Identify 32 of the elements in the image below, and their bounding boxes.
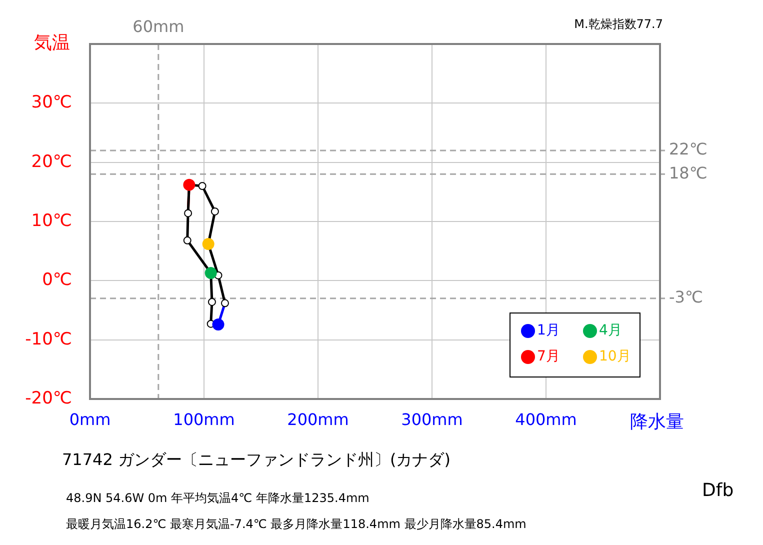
y-tick-label: -20℃ — [25, 388, 72, 408]
point — [184, 209, 192, 218]
y-axis-title: 気温 — [34, 32, 70, 54]
point — [220, 299, 229, 308]
point — [208, 298, 216, 306]
point — [210, 207, 219, 216]
y-tick-label: 30℃ — [31, 92, 72, 113]
text: 最暖月気温16.2℃ 最寒月気温-7.4℃ 最多月降水量118.4mm 最少月降水量85.4mm — [66, 516, 526, 533]
ref-line-label: 60mm — [132, 17, 184, 36]
text: 71742 ガンダー〔ニューファンドランド州〕(カナダ) — [62, 450, 450, 471]
y-tick-label: 20℃ — [31, 152, 72, 172]
legend-label: 7月 — [537, 348, 560, 365]
legend-label: 10月 — [599, 348, 631, 365]
x-tick-label: 100mm — [173, 410, 235, 429]
point — [198, 182, 206, 190]
text: Dfb — [702, 480, 734, 501]
ref-line-label: -3℃ — [669, 288, 703, 307]
legend-label: 1月 — [537, 322, 560, 339]
ref-line-label: 22℃ — [669, 140, 708, 159]
x-tick-label: 300mm — [401, 410, 463, 429]
x-tick-label: 400mm — [515, 410, 577, 429]
ref-line-label: 18℃ — [669, 163, 708, 182]
legend-label: 4月 — [599, 322, 622, 339]
y-tick-label: 0℃ — [42, 270, 72, 290]
text: M.乾燥指数77.7 — [574, 16, 663, 33]
x-tick-label: 0mm — [69, 410, 111, 429]
y-tick-label: 10℃ — [31, 210, 72, 231]
text: 48.9N 54.6W 0m 年平均気温4℃ 年降水量1235.4mm — [66, 490, 370, 507]
x-axis-title: 降水量 — [630, 412, 684, 433]
x-tick-label: 200mm — [287, 410, 349, 429]
y-tick-label: -10℃ — [25, 329, 72, 350]
point — [183, 236, 192, 244]
